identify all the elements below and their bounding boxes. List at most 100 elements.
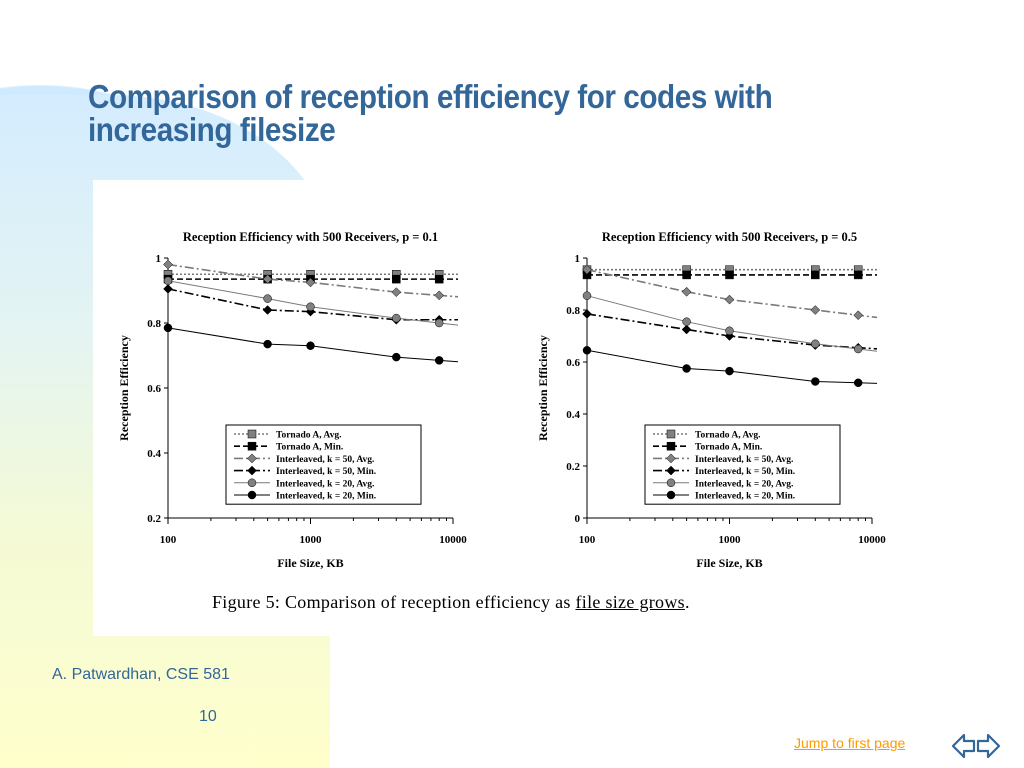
x-tick-label: 100 (579, 534, 596, 546)
legend-marker (666, 465, 676, 476)
data-point (682, 270, 691, 280)
caption-prefix: Figure 5: Comparison of reception effici… (212, 592, 576, 612)
data-point (434, 356, 444, 365)
y-tick-label: 0.2 (147, 513, 161, 525)
data-point (392, 352, 401, 362)
data-point (682, 317, 691, 326)
y-tick-label: 0.6 (147, 383, 161, 395)
y-tick-label: 1 (575, 253, 581, 265)
legend-label: Interleaved, k = 20, Min. (695, 492, 795, 502)
data-point (263, 294, 272, 303)
y-tick-label: 0.8 (147, 318, 161, 330)
x-tick-label: 1000 (300, 534, 323, 546)
data-point (306, 302, 315, 311)
data-point (811, 377, 820, 386)
data-point (434, 274, 444, 284)
page-title: Comparison of reception efficiency for c… (88, 80, 898, 146)
series-6 (163, 323, 459, 365)
legend-label: Interleaved, k = 50, Avg. (695, 455, 793, 465)
data-point (853, 344, 863, 354)
legend-label: Interleaved, k = 20, Avg. (695, 479, 793, 489)
y-tick-label: 0.8 (566, 305, 580, 317)
data-point (725, 270, 734, 280)
x-tick-label: 1000 (719, 534, 742, 546)
data-point (305, 277, 316, 288)
data-point (682, 364, 691, 373)
series-line (586, 349, 878, 384)
legend-marker (247, 490, 257, 500)
data-point (263, 339, 272, 349)
legend-box (225, 424, 422, 505)
y-axis-label: Reception Efficiency (536, 335, 550, 441)
legend-label: Tornado A, Min. (695, 443, 762, 453)
legend-label: Interleaved, k = 50, Min. (695, 467, 795, 477)
legend-marker (247, 478, 257, 488)
data-point (163, 276, 173, 285)
data-point (582, 264, 592, 275)
series-5 (163, 276, 459, 328)
legend-label: Interleaved, k = 50, Min. (276, 467, 376, 477)
y-tick-label: 0.6 (566, 357, 580, 369)
y-tick-label: 0.4 (566, 409, 580, 421)
data-point (392, 274, 401, 284)
legend-label: Tornado A, Avg. (695, 431, 760, 441)
legend: Tornado A, Avg. Tornado A, Min. Interleave… (225, 424, 422, 505)
data-point (163, 284, 173, 294)
data-point (811, 339, 820, 349)
double-arrow-icon[interactable] (950, 729, 1002, 763)
data-point (681, 324, 692, 335)
legend-marker (666, 453, 676, 464)
legend-label: Interleaved, k = 20, Avg. (276, 479, 374, 489)
legend-label: Interleaved, k = 20, Min. (276, 492, 376, 502)
legend-marker (666, 441, 676, 451)
data-point (582, 309, 592, 319)
author-footer: A. Patwardhan, CSE 581 (52, 666, 230, 683)
data-point (724, 294, 735, 305)
legend-box (644, 424, 841, 505)
data-point (582, 346, 592, 355)
legend-marker (247, 465, 257, 476)
data-point (262, 305, 273, 315)
data-point (392, 313, 401, 323)
y-tick-label: 0 (575, 513, 581, 525)
x-axis-label: File Size, KB (696, 556, 762, 570)
series-5 (582, 291, 878, 354)
data-point (811, 270, 820, 280)
data-point (853, 378, 863, 388)
title-line-2: increasing filesize (88, 111, 336, 148)
x-tick-label: 10000 (439, 534, 467, 546)
legend-marker (247, 453, 257, 464)
data-point (434, 318, 444, 328)
chart-title: Reception Efficiency with 500 Receivers,… (183, 230, 438, 244)
chart-title: Reception Efficiency with 500 Receivers,… (602, 230, 857, 244)
legend-marker (247, 429, 257, 439)
forward-arrow-icon (976, 733, 1001, 759)
data-point (434, 290, 445, 301)
legend-label: Interleaved, k = 50, Avg. (276, 455, 374, 465)
chart-2: Reception Efficiency with 500 Receivers,… (536, 230, 886, 570)
caption-suffix: . (684, 592, 690, 612)
data-point (725, 366, 734, 376)
legend-label: Tornado A, Min. (276, 443, 343, 453)
figure-caption: Figure 5: Comparison of reception effici… (212, 592, 912, 613)
series-3 (582, 264, 878, 321)
data-point (853, 310, 864, 321)
back-arrow-icon (951, 733, 976, 759)
title-line-1: Comparison of reception efficiency for c… (88, 78, 773, 115)
legend-marker (666, 478, 676, 488)
x-axis-label: File Size, KB (277, 556, 343, 570)
charts-figure: Reception Efficiency with 500 Receivers,… (117, 230, 886, 570)
data-point (391, 287, 402, 297)
series-1 (163, 270, 458, 279)
y-tick-label: 1 (156, 253, 162, 265)
legend-marker (247, 441, 257, 451)
legend-marker (666, 490, 676, 500)
data-point (853, 270, 863, 280)
page-number: 10 (199, 708, 217, 725)
series-2 (582, 270, 877, 280)
series-line (167, 280, 459, 326)
legend-marker (666, 429, 676, 439)
chart-1: Reception Efficiency with 500 Receivers,… (117, 230, 467, 570)
data-point (163, 259, 173, 270)
jump-to-first-page-link[interactable]: Jump to first page (794, 735, 906, 751)
